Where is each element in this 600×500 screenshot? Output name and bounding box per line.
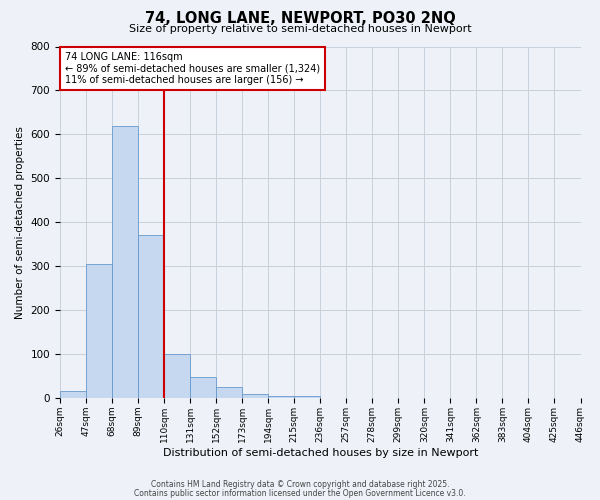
Bar <box>138 236 164 398</box>
Bar <box>216 387 242 398</box>
Text: Contains public sector information licensed under the Open Government Licence v3: Contains public sector information licen… <box>134 488 466 498</box>
Text: Contains HM Land Registry data © Crown copyright and database right 2025.: Contains HM Land Registry data © Crown c… <box>151 480 449 489</box>
Text: 74 LONG LANE: 116sqm
← 89% of semi-detached houses are smaller (1,324)
11% of se: 74 LONG LANE: 116sqm ← 89% of semi-detac… <box>65 52 320 85</box>
Bar <box>190 377 216 398</box>
Bar <box>60 392 86 398</box>
Bar <box>268 396 294 398</box>
Text: 74, LONG LANE, NEWPORT, PO30 2NQ: 74, LONG LANE, NEWPORT, PO30 2NQ <box>145 11 455 26</box>
Text: Size of property relative to semi-detached houses in Newport: Size of property relative to semi-detach… <box>128 24 472 34</box>
Bar <box>112 126 138 398</box>
Bar <box>164 354 190 398</box>
Bar <box>294 396 320 398</box>
Y-axis label: Number of semi-detached properties: Number of semi-detached properties <box>15 126 25 318</box>
Bar <box>242 394 268 398</box>
Bar <box>86 264 112 398</box>
X-axis label: Distribution of semi-detached houses by size in Newport: Distribution of semi-detached houses by … <box>163 448 478 458</box>
